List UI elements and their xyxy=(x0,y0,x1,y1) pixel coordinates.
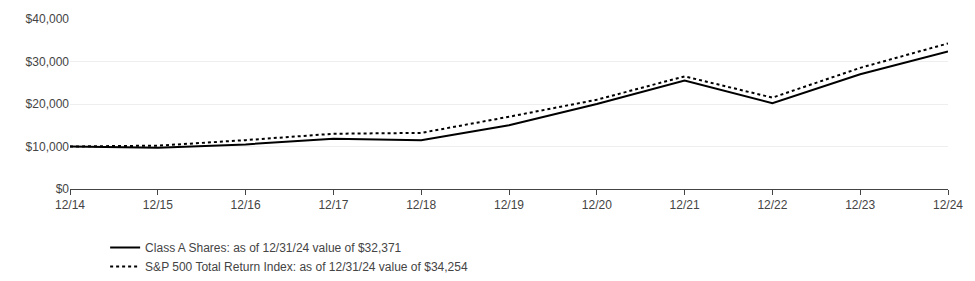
svg-text:12/19: 12/19 xyxy=(494,198,524,212)
svg-text:$40,000: $40,000 xyxy=(26,12,70,26)
svg-text:$30,000: $30,000 xyxy=(26,55,70,69)
svg-text:12/21: 12/21 xyxy=(670,198,700,212)
svg-text:12/24: 12/24 xyxy=(933,198,963,212)
svg-text:$10,000: $10,000 xyxy=(26,140,70,154)
svg-text:Class A Shares: as of 12/31/24: Class A Shares: as of 12/31/24 value of … xyxy=(145,241,402,255)
svg-text:12/16: 12/16 xyxy=(231,198,261,212)
svg-text:12/14: 12/14 xyxy=(55,198,85,212)
svg-text:S&P 500 Total Return Index: as: S&P 500 Total Return Index: as of 12/31/… xyxy=(145,260,468,274)
svg-text:12/17: 12/17 xyxy=(318,198,348,212)
svg-text:$0: $0 xyxy=(56,182,70,196)
svg-text:12/22: 12/22 xyxy=(757,198,787,212)
svg-text:12/20: 12/20 xyxy=(582,198,612,212)
svg-text:12/15: 12/15 xyxy=(143,198,173,212)
svg-text:12/23: 12/23 xyxy=(845,198,875,212)
svg-text:12/18: 12/18 xyxy=(406,198,436,212)
svg-text:$20,000: $20,000 xyxy=(26,97,70,111)
